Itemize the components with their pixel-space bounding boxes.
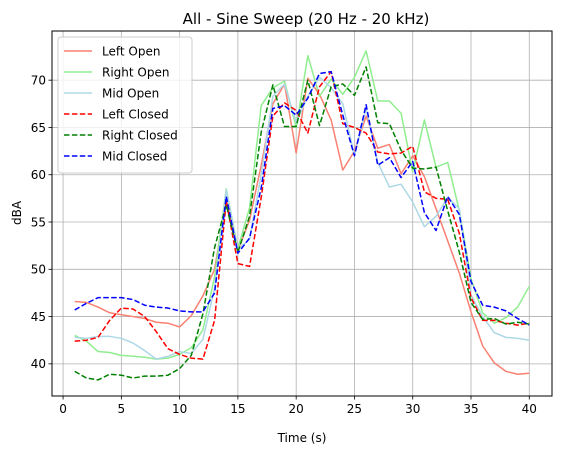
y-tick-label: 65 (31, 121, 46, 135)
series-line-right-open (74, 50, 530, 360)
y-tick-label: 60 (31, 168, 46, 182)
y-tick-label: 40 (31, 357, 46, 371)
series-line-right-closed (74, 66, 530, 381)
y-axis-label: dBA (10, 200, 24, 225)
legend-label: Mid Open (102, 86, 159, 100)
x-tick-label: 25 (347, 402, 362, 416)
x-tick-label: 15 (230, 402, 245, 416)
x-tick-label: 40 (522, 402, 537, 416)
y-tick-label: 70 (31, 73, 46, 87)
x-tick-label: 5 (118, 402, 126, 416)
legend-label: Left Open (102, 44, 160, 58)
legend-label: Right Open (102, 65, 169, 79)
x-axis: 0 5 10 15 20 25 30 35 40 (59, 396, 537, 416)
legend-label: Left Closed (102, 107, 169, 121)
y-tick-label: 50 (31, 263, 46, 277)
series-layer (74, 50, 530, 381)
legend-label: Mid Closed (102, 149, 167, 163)
x-tick-label: 30 (405, 402, 420, 416)
plot-frame (51, 30, 553, 397)
legend-label: Right Closed (102, 128, 178, 142)
x-tick-label: 10 (172, 402, 187, 416)
y-tick-label: 55 (31, 215, 46, 229)
x-tick-label: 35 (463, 402, 478, 416)
series-line-mid-closed (74, 70, 530, 326)
x-axis-label: Time (s) (277, 431, 327, 445)
chart-title: All - Sine Sweep (20 Hz - 20 kHz) (183, 10, 430, 28)
x-tick-label: 20 (289, 402, 304, 416)
series-line-mid-open (74, 76, 530, 360)
y-tick-label: 45 (31, 310, 46, 324)
y-axis: 40 45 50 55 60 65 70 (31, 73, 52, 371)
series-line-left-open (74, 77, 530, 375)
legend: Left Open Right Open Mid Open Left Closed Ri… (57, 36, 193, 174)
x-tick-label: 0 (59, 402, 67, 416)
series-line-left-closed (74, 70, 530, 360)
legend-box (57, 36, 193, 174)
